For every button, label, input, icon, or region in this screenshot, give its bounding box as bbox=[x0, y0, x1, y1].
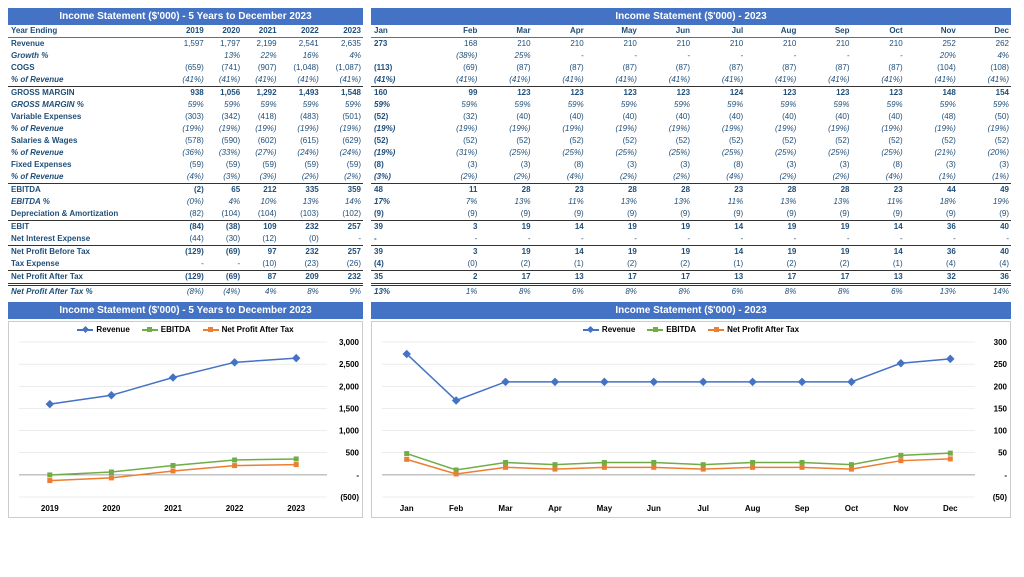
svg-text:-: - bbox=[356, 471, 359, 480]
svg-text:50: 50 bbox=[998, 449, 1007, 458]
legend-ebitda-m: EBITDA bbox=[647, 325, 696, 334]
svg-text:2020: 2020 bbox=[103, 504, 121, 513]
legend-m: Revenue EBITDA Net Profit After Tax bbox=[372, 322, 1010, 337]
svg-text:Nov: Nov bbox=[893, 504, 909, 513]
chart-monthly: Revenue EBITDA Net Profit After Tax (50)… bbox=[371, 321, 1011, 518]
svg-text:May: May bbox=[597, 504, 613, 513]
legend-revenue: Revenue bbox=[77, 325, 129, 334]
table-5year: Income Statement ($'000) - 5 Years to De… bbox=[8, 8, 363, 298]
svg-text:Jul: Jul bbox=[697, 504, 709, 513]
svg-text:300: 300 bbox=[994, 338, 1008, 347]
svg-text:2,500: 2,500 bbox=[339, 360, 360, 369]
svg-text:Dec: Dec bbox=[943, 504, 958, 513]
svg-text:2022: 2022 bbox=[226, 504, 244, 513]
svg-text:2021: 2021 bbox=[164, 504, 182, 513]
svg-text:Mar: Mar bbox=[498, 504, 512, 513]
svg-text:(500): (500) bbox=[340, 493, 359, 502]
legend-5y: Revenue EBITDA Net Profit After Tax bbox=[9, 322, 362, 337]
table-monthly: Income Statement ($'000) - 2023 JanFebMa… bbox=[371, 8, 1011, 298]
svg-text:250: 250 bbox=[994, 360, 1008, 369]
svg-text:Apr: Apr bbox=[548, 504, 562, 513]
svg-text:(50): (50) bbox=[993, 493, 1008, 502]
svg-text:3,000: 3,000 bbox=[339, 338, 360, 347]
legend-revenue-m: Revenue bbox=[583, 325, 635, 334]
svg-text:Aug: Aug bbox=[745, 504, 761, 513]
tables-row: Income Statement ($'000) - 5 Years to De… bbox=[8, 8, 1016, 298]
legend-ebitda: EBITDA bbox=[142, 325, 191, 334]
svg-text:Oct: Oct bbox=[845, 504, 859, 513]
svg-text:2023: 2023 bbox=[287, 504, 305, 513]
chart-m-title: Income Statement ($'000) - 2023 bbox=[371, 302, 1011, 319]
svg-text:-: - bbox=[1004, 471, 1007, 480]
svg-text:1,500: 1,500 bbox=[339, 404, 360, 413]
income-table-monthly: JanFebMarAprMayJunJulAugSepOctNovDec2731… bbox=[371, 25, 1011, 298]
svg-text:Feb: Feb bbox=[449, 504, 463, 513]
svg-text:2019: 2019 bbox=[41, 504, 59, 513]
header-5y: Income Statement ($'000) - 5 Years to De… bbox=[8, 8, 363, 25]
header-monthly: Income Statement ($'000) - 2023 bbox=[371, 8, 1011, 25]
svg-text:Sep: Sep bbox=[795, 504, 810, 513]
svg-text:Jun: Jun bbox=[647, 504, 661, 513]
svg-text:500: 500 bbox=[346, 449, 360, 458]
svg-text:2,000: 2,000 bbox=[339, 382, 360, 391]
income-table-5y: Year Ending20192020202120222023Revenue1,… bbox=[8, 25, 363, 298]
legend-npt: Net Profit After Tax bbox=[203, 325, 294, 334]
svg-text:200: 200 bbox=[994, 382, 1008, 391]
charts-row: Income Statement ($'000) - 5 Years to De… bbox=[8, 302, 1016, 518]
svg-text:150: 150 bbox=[994, 404, 1008, 413]
chart-5y: Revenue EBITDA Net Profit After Tax (500… bbox=[8, 321, 363, 518]
chart-5y-svg: (500) - 500 1,000 1,500 2,000 2,500 3,000 2019 20… bbox=[9, 337, 362, 517]
svg-text:1,000: 1,000 bbox=[339, 427, 360, 436]
chart-5y-panel: Income Statement ($'000) - 5 Years to De… bbox=[8, 302, 363, 518]
chart-5y-title: Income Statement ($'000) - 5 Years to De… bbox=[8, 302, 363, 319]
svg-text:Jan: Jan bbox=[400, 504, 414, 513]
svg-text:100: 100 bbox=[994, 427, 1008, 436]
chart-m-svg: (50) - 50 100 150 200 250 300 Jan Feb Mar Apr May Jun… bbox=[372, 337, 1010, 517]
legend-npt-m: Net Profit After Tax bbox=[708, 325, 799, 334]
chart-m-panel: Income Statement ($'000) - 2023 Revenue … bbox=[371, 302, 1011, 518]
